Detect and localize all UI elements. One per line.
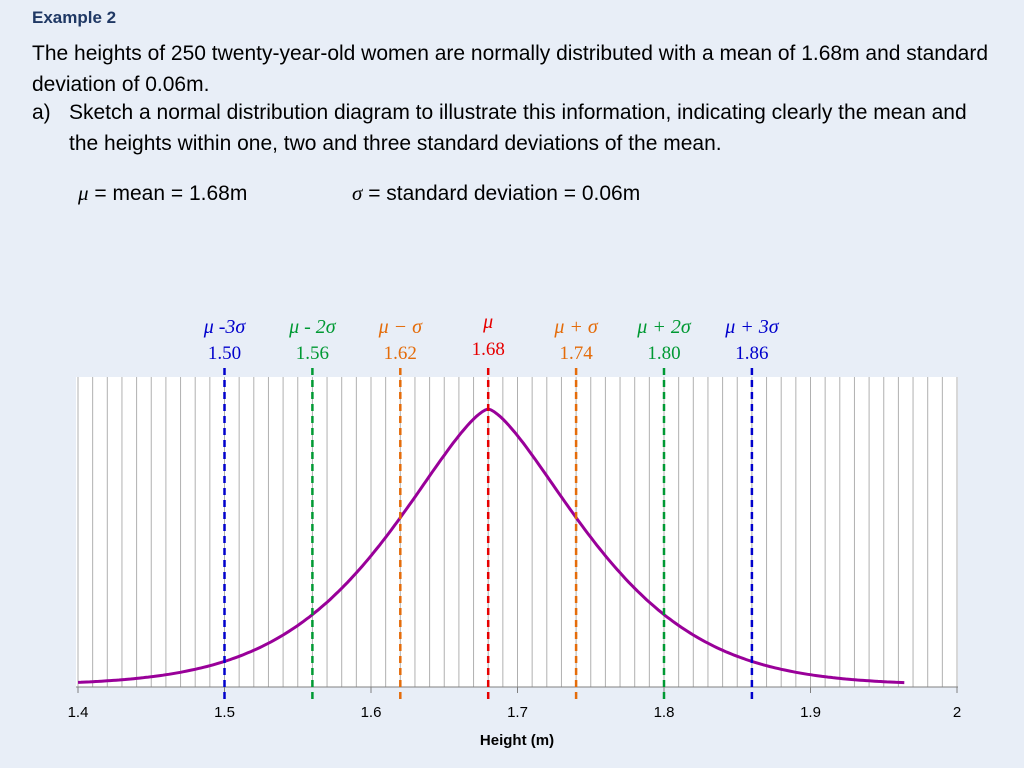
question-a-label: a) <box>32 101 51 124</box>
sd-marker-label: μ − σ <box>378 316 424 338</box>
problem-statement: The heights of 250 twenty-year-old women… <box>32 42 989 96</box>
sd-formula: σ = standard deviation = 0.06m <box>352 181 640 206</box>
sigma-symbol: σ <box>352 181 363 205</box>
sd-marker-value: 1.50 <box>208 343 241 364</box>
x-axis-label: Height (m) <box>480 732 554 749</box>
sd-marker-value: 1.74 <box>559 343 593 364</box>
example-heading: Example 2 <box>32 8 117 27</box>
mean-formula: μ = mean = 1.68m <box>78 181 247 206</box>
mu-symbol: μ <box>78 181 89 205</box>
sd-marker-value: 1.68 <box>472 339 505 360</box>
x-tick-label: 1.4 <box>68 704 89 721</box>
x-tick-label: 1.9 <box>800 704 821 721</box>
sd-marker-label: μ -3σ <box>203 316 247 338</box>
sd-marker-value: 1.86 <box>735 343 768 364</box>
x-axis-ticks: 1.4 1.5 1.6 1.7 1.8 1.9 2 <box>68 687 961 721</box>
mean-formula-text: = mean = 1.68m <box>88 182 248 205</box>
sd-marker-value: 1.62 <box>384 343 417 364</box>
sd-marker-label: μ + σ <box>553 316 599 338</box>
sd-marker-label: μ - 2σ <box>288 316 337 338</box>
sd-marker-value: 1.80 <box>647 343 680 364</box>
x-tick-label: 1.5 <box>214 704 235 721</box>
normal-curve <box>77 407 905 685</box>
sd-markers: μ -3σ 1.50 μ - 2σ 1.56 μ − σ 1.62 μ 1.68 μ + σ 1.… <box>203 311 780 699</box>
sd-formula-text: = standard deviation = 0.06m <box>362 182 641 205</box>
sd-marker-label: μ + 3σ <box>724 316 780 338</box>
question-a-text: Sketch a normal distribution diagram to … <box>69 101 967 155</box>
x-tick-label: 2 <box>953 704 961 721</box>
grid-lines <box>77 377 958 687</box>
sd-marker-label: μ + 2σ <box>636 316 692 338</box>
x-tick-label: 1.6 <box>361 704 382 721</box>
x-tick-label: 1.7 <box>507 704 528 721</box>
sd-marker-label: μ <box>482 311 493 333</box>
x-tick-label: 1.8 <box>654 704 675 721</box>
sd-marker-value: 1.56 <box>296 343 329 364</box>
question-a: a) Sketch a normal distribution diagram … <box>32 97 992 159</box>
